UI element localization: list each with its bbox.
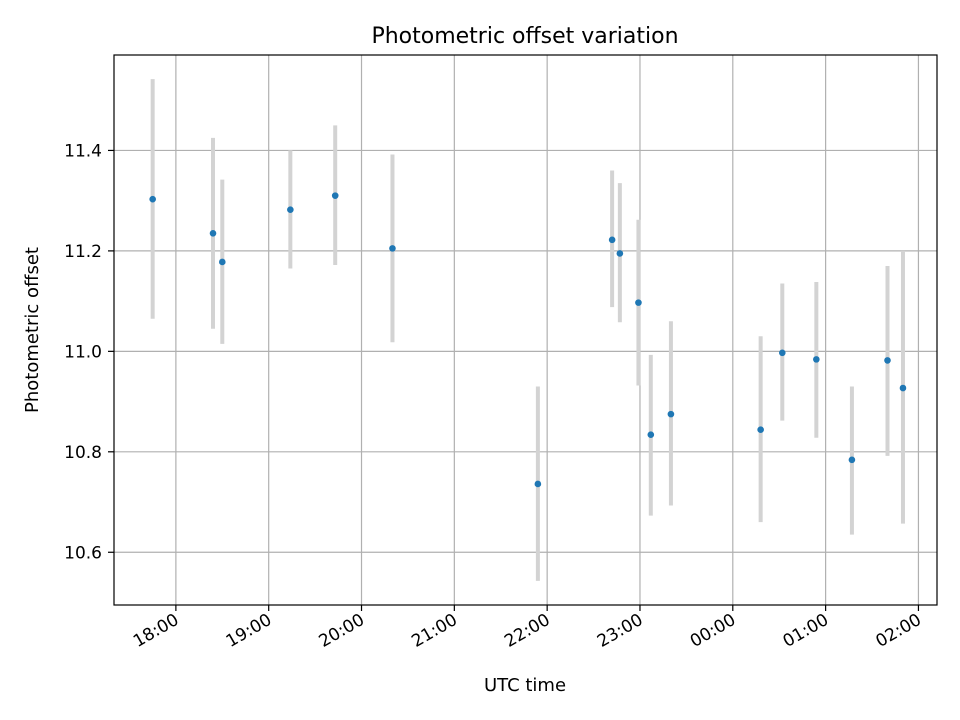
x-tick-label-0100: 01:00 — [780, 610, 832, 652]
x-tick-label-2300: 23:00 — [594, 610, 646, 652]
data-point-4 — [287, 206, 294, 214]
plot-frame — [113, 54, 938, 606]
data-point-13 — [757, 426, 764, 434]
data-point-12 — [667, 410, 675, 418]
data-point-2 — [209, 230, 217, 237]
x-tick-label-1900: 19:00 — [223, 610, 275, 652]
x-tick-label-2100: 21:00 — [408, 610, 460, 652]
x-tick-label-0000: 00:00 — [687, 610, 739, 652]
data-point-16 — [848, 456, 856, 464]
data-point-11 — [647, 431, 655, 439]
data-point-3 — [218, 258, 226, 266]
data-point-1 — [149, 195, 156, 203]
y-tick-label-10-8: 10.8 — [64, 443, 102, 463]
data-point-14 — [779, 349, 786, 357]
x-tick-label-2000: 20:00 — [316, 610, 368, 652]
data-point-7 — [534, 480, 542, 488]
error-bars — [150, 79, 905, 581]
chart-title: Photometric offset variation — [371, 24, 678, 49]
data-point-6 — [389, 245, 396, 252]
x-tick-label-1800: 18:00 — [130, 610, 182, 652]
data-point-15 — [813, 356, 820, 363]
data-point-8 — [608, 236, 616, 244]
y-tick-label-10-6: 10.6 — [64, 543, 102, 563]
x-axis-label: UTC time — [484, 675, 566, 696]
data-point-17 — [884, 357, 891, 364]
x-axis-ticks: 18:00 19:00 20:00 21:00 22:00 23:00 00:00 01:00… — [130, 605, 925, 652]
x-tick-label-2200: 22:00 — [501, 610, 553, 652]
data-point-5 — [331, 192, 339, 199]
grid — [114, 55, 937, 605]
y-tick-label-11-4: 11.4 — [64, 141, 102, 161]
y-axis-ticks: 10.6 10.8 11.0 11.2 11.4 — [64, 141, 114, 563]
data-points — [149, 192, 907, 488]
data-point-18 — [899, 384, 907, 392]
y-tick-label-11-2: 11.2 — [64, 242, 102, 262]
x-tick-label-0200: 02:00 — [873, 610, 925, 652]
y-tick-label-11-0: 11.0 — [64, 342, 102, 362]
data-point-10 — [635, 299, 642, 306]
data-point-9 — [616, 250, 624, 257]
y-axis-label: Photometric offset — [22, 247, 43, 413]
